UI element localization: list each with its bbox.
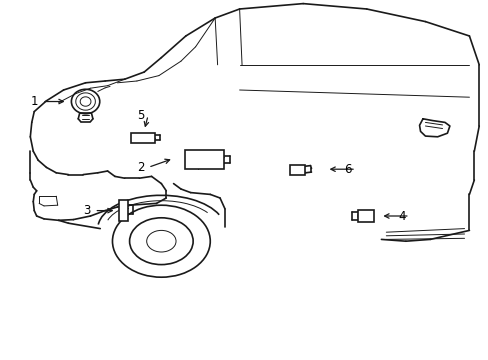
Bar bbox=[184, 150, 224, 169]
Bar bbox=[119, 200, 127, 221]
Text: 2: 2 bbox=[137, 161, 144, 174]
Text: 3: 3 bbox=[83, 204, 90, 217]
Text: 6: 6 bbox=[344, 163, 351, 176]
Text: 5: 5 bbox=[137, 109, 144, 122]
Bar bbox=[289, 165, 304, 175]
Bar bbox=[357, 210, 373, 222]
Text: 4: 4 bbox=[398, 210, 405, 222]
Text: 1: 1 bbox=[31, 95, 38, 108]
Bar bbox=[130, 133, 155, 143]
